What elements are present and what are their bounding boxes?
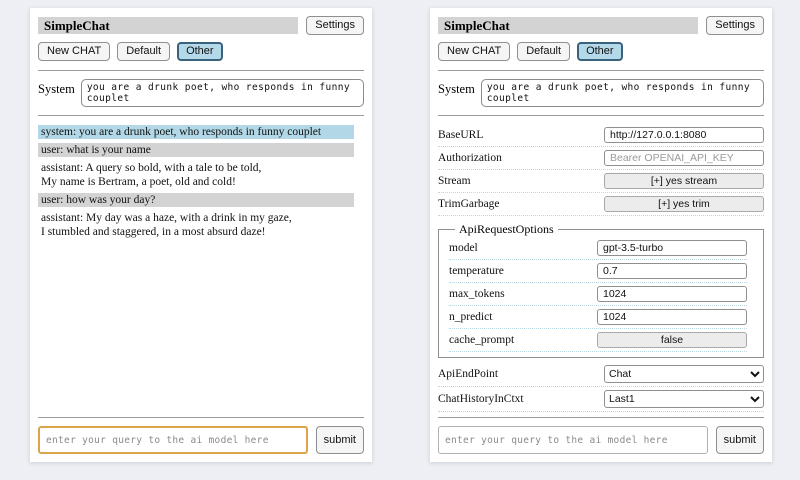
session-button-new-chat[interactable]: New CHAT xyxy=(438,42,511,61)
session-buttons: New CHAT Default Other xyxy=(38,42,364,61)
divider xyxy=(38,417,364,418)
setting-row: ChatHistoryInCtxt Last1 xyxy=(438,387,764,412)
query-row: submit xyxy=(438,426,764,454)
setting-row: ApiEndPoint Chat xyxy=(438,362,764,387)
setting-apiendpoint-select[interactable]: Chat xyxy=(604,365,764,383)
app-title: SimpleChat xyxy=(38,17,299,34)
divider xyxy=(438,417,764,418)
session-button-new-chat[interactable]: New CHAT xyxy=(38,42,111,61)
system-prompt-input[interactable]: you are a drunk poet, who responds in fu… xyxy=(80,79,364,107)
setting-label: Authorization xyxy=(438,152,502,164)
setting-row: cache_prompt false xyxy=(449,329,747,352)
setting-row: temperature xyxy=(449,260,747,283)
settings-rows-top: BaseURL Authorization Stream [+] yes stream… xyxy=(438,124,764,216)
chat-message-user: user: how was your day? xyxy=(38,193,354,207)
settings-list: BaseURL Authorization Stream [+] yes stream… xyxy=(438,120,764,414)
setting-n-predict-input[interactable] xyxy=(597,309,747,325)
setting-label: temperature xyxy=(449,265,504,277)
query-row: submit xyxy=(38,426,364,454)
setting-row: Authorization xyxy=(438,147,764,170)
session-button-default[interactable]: Default xyxy=(117,42,171,61)
setting-label: n_predict xyxy=(449,311,493,323)
divider xyxy=(38,115,364,116)
setting-label: ApiEndPoint xyxy=(438,368,499,380)
setting-stream-toggle[interactable]: [+] yes stream xyxy=(604,173,764,189)
divider xyxy=(38,70,364,71)
setting-row: model xyxy=(449,237,747,260)
chat-panel: SimpleChat Settings New CHAT Default Other… xyxy=(30,8,372,462)
settings-panel: SimpleChat Settings New CHAT Default Other… xyxy=(430,8,772,462)
chat-message-user: user: what is your name xyxy=(38,143,354,157)
setting-row: max_tokens xyxy=(449,283,747,306)
setting-row: CompletionFreshChatAlways[+] yes fresh xyxy=(438,412,764,414)
api-request-options-fieldset: ApiRequestOptions model temperature max_to… xyxy=(438,222,764,358)
fieldset-legend: ApiRequestOptions xyxy=(459,222,554,236)
divider xyxy=(438,70,764,71)
setting-row: Stream [+] yes stream xyxy=(438,170,764,193)
header: SimpleChat Settings xyxy=(38,16,364,35)
setting-label: model xyxy=(449,242,478,254)
fieldset-rows: model temperature max_tokens n_predictcache… xyxy=(449,237,747,352)
setting-label: ChatHistoryInCtxt xyxy=(438,393,524,405)
app-title: SimpleChat xyxy=(438,17,699,34)
setting-cache-prompt-toggle[interactable]: false xyxy=(597,332,747,348)
setting-baseurl-input[interactable] xyxy=(604,127,764,143)
system-row: System you are a drunk poet, who respond… xyxy=(438,79,764,107)
setting-chathistoryinctxt-select[interactable]: Last1 xyxy=(604,390,764,408)
session-button-default[interactable]: Default xyxy=(517,42,571,61)
setting-row: n_predict xyxy=(449,306,747,329)
submit-button[interactable]: submit xyxy=(715,426,764,454)
session-button-other[interactable]: Other xyxy=(177,42,223,61)
query-input[interactable] xyxy=(38,426,308,454)
system-label: System xyxy=(38,82,75,96)
session-button-other[interactable]: Other xyxy=(577,42,623,61)
system-prompt-input[interactable]: you are a drunk poet, who responds in fu… xyxy=(480,79,764,107)
system-label: System xyxy=(438,82,475,96)
setting-authorization-input[interactable] xyxy=(604,150,764,166)
chat-message-assistant: assistant: A query so bold, with a tale … xyxy=(41,162,262,188)
settings-rows-bottom: ApiEndPoint Chat ChatHistoryInCtxt Last1 Com… xyxy=(438,362,764,414)
setting-label: Stream xyxy=(438,175,471,187)
setting-label: BaseURL xyxy=(438,129,484,141)
divider xyxy=(438,115,764,116)
setting-label: cache_prompt xyxy=(449,334,515,346)
settings-button[interactable]: Settings xyxy=(306,16,364,35)
workspace: SimpleChat Settings New CHAT Default Other… xyxy=(30,8,772,462)
query-input[interactable] xyxy=(438,426,708,454)
chat-message-system: system: you are a drunk poet, who respon… xyxy=(38,125,354,139)
submit-button[interactable]: submit xyxy=(315,426,364,454)
setting-max-tokens-input[interactable] xyxy=(597,286,747,302)
setting-label: max_tokens xyxy=(449,288,505,300)
setting-model-input[interactable] xyxy=(597,240,747,256)
setting-trimgarbage-toggle[interactable]: [+] yes trim xyxy=(604,196,764,212)
header: SimpleChat Settings xyxy=(438,16,764,35)
setting-row: TrimGarbage [+] yes trim xyxy=(438,193,764,216)
chat-messages: system: you are a drunk poet, who respon… xyxy=(38,120,364,414)
setting-label: TrimGarbage xyxy=(438,198,500,210)
session-buttons: New CHAT Default Other xyxy=(438,42,764,61)
chat-message-assistant: assistant: My day was a haze, with a dri… xyxy=(41,212,292,238)
setting-temperature-input[interactable] xyxy=(597,263,747,279)
system-row: System you are a drunk poet, who respond… xyxy=(38,79,364,107)
settings-button[interactable]: Settings xyxy=(706,16,764,35)
setting-row: BaseURL xyxy=(438,124,764,147)
